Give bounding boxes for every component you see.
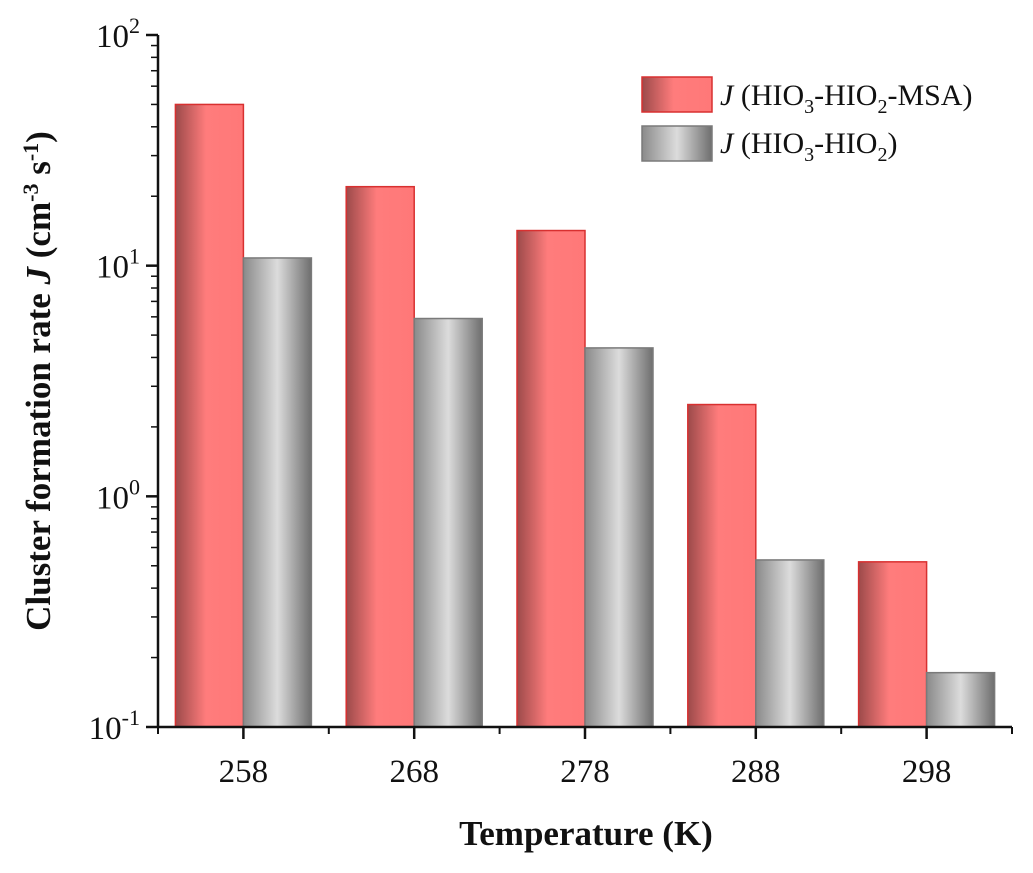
y-tick-label-0: 100 bbox=[96, 474, 140, 516]
x-tick-label-268: 268 bbox=[389, 754, 439, 790]
x-tick-label-278: 278 bbox=[560, 754, 610, 790]
bars-layer bbox=[174, 103, 996, 728]
bar-msa-278 bbox=[516, 229, 586, 728]
legend: J (HIO3-HIO2-MSA) J (HIO3-HIO2) bbox=[641, 76, 972, 166]
bar-msa-288 bbox=[687, 403, 757, 728]
labels-layer: 258 268 278 288 298 10-1 100 101 102 bbox=[89, 13, 952, 790]
legend-swatch-plain bbox=[641, 125, 713, 162]
bar-plain-288 bbox=[755, 559, 825, 728]
legend-swatch-msa bbox=[641, 76, 713, 113]
legend-label-msa: J (HIO3-HIO2-MSA) bbox=[720, 79, 972, 118]
bar-plain-268 bbox=[413, 317, 483, 728]
bar-plain-278 bbox=[584, 347, 654, 728]
bar-msa-298 bbox=[857, 561, 928, 728]
y-axis-title: Cluster formation rate J (cm-3 s-1) bbox=[18, 131, 58, 631]
x-tick-label-298: 298 bbox=[902, 754, 952, 790]
bar-plain-258 bbox=[242, 257, 313, 728]
y-tick-label-2: 102 bbox=[96, 13, 140, 55]
x-axis-title: Temperature (K) bbox=[459, 814, 713, 853]
axes-layer bbox=[146, 33, 1013, 739]
bar-msa-258 bbox=[174, 103, 245, 728]
legend-label-plain: J (HIO3-HIO2) bbox=[720, 127, 897, 166]
bar-plain-298 bbox=[925, 671, 996, 728]
bar-msa-268 bbox=[345, 185, 415, 728]
y-tick-label--1: 10-1 bbox=[89, 705, 140, 747]
y-tick-label-1: 101 bbox=[96, 244, 140, 286]
x-tick-label-258: 258 bbox=[219, 754, 269, 790]
x-tick-label-288: 288 bbox=[731, 754, 781, 790]
